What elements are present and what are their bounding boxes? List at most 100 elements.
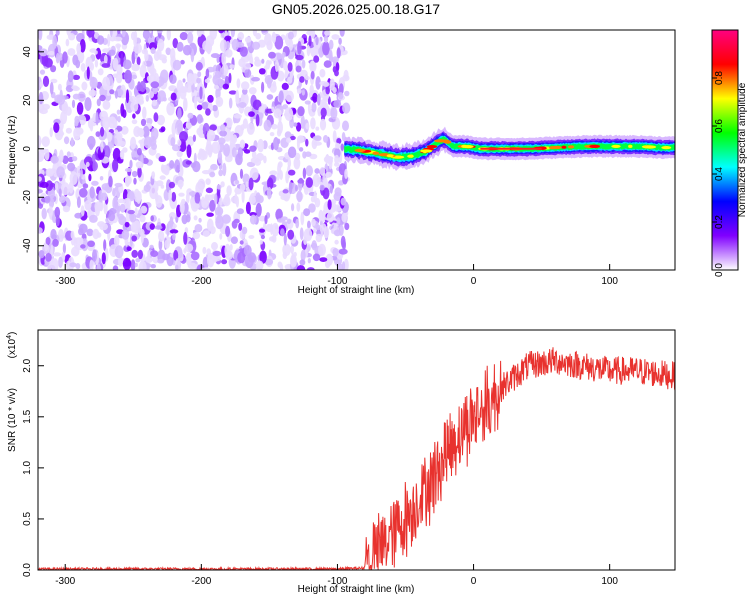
heatmap-speck	[122, 109, 127, 119]
signal-hotspot	[548, 146, 557, 150]
heatmap-speck	[56, 166, 65, 179]
heatmap-speck	[94, 59, 99, 68]
heatmap-speck	[320, 107, 327, 118]
heatmap-speck	[136, 147, 142, 156]
heatmap-speck	[341, 213, 348, 223]
colorbar-tick-label: 0.0	[714, 263, 725, 277]
heatmap-speck	[222, 162, 227, 177]
heatmap-speck	[300, 211, 305, 226]
heatmap-speck	[67, 70, 74, 83]
heatmap-speck	[284, 131, 292, 139]
heatmap-speck	[131, 249, 138, 258]
heatmap-speck	[159, 175, 166, 180]
heatmap-speck	[201, 196, 205, 208]
heatmap-speck	[248, 195, 257, 205]
heatmap-speck	[49, 82, 54, 95]
heatmap-speck	[211, 141, 221, 154]
heatmap-speck	[221, 259, 228, 265]
heatmap-speck	[228, 72, 232, 84]
heatmap-speck	[115, 43, 122, 48]
heatmap-speck	[296, 190, 303, 203]
heatmap-speck	[169, 229, 179, 234]
heatmap-speck	[193, 215, 198, 221]
heatmap-speck	[38, 44, 43, 51]
heatmap-speck	[98, 190, 103, 204]
heatmap-speck	[39, 181, 49, 188]
heatmap-speck	[276, 70, 285, 82]
heatmap-speck	[241, 81, 250, 90]
heatmap-speck	[293, 156, 301, 170]
heatmap-speck	[336, 217, 341, 225]
heatmap-speck	[279, 263, 284, 270]
heatmap-speck	[325, 253, 334, 266]
heatmap-speck	[140, 205, 148, 214]
heatmap-speck	[252, 41, 261, 50]
heatmap-speck	[332, 130, 337, 143]
heatmap-speck	[201, 101, 209, 110]
y-tick-label: -40	[22, 238, 33, 253]
signal-hotspot	[386, 154, 394, 158]
heatmap-speck	[108, 49, 116, 56]
heatmap-speck	[47, 188, 56, 199]
heatmap-speck	[285, 90, 294, 103]
heatmap-speck	[140, 231, 144, 244]
heatmap-speck	[219, 39, 228, 52]
heatmap-speck	[267, 186, 272, 200]
heatmap-speck	[322, 81, 330, 87]
colorbar-frame	[711, 29, 739, 271]
heatmap-speck	[259, 250, 267, 264]
heatmap-speck	[288, 39, 294, 51]
heatmap-speck	[142, 106, 147, 120]
heatmap-speck	[178, 192, 185, 197]
heatmap-speck	[197, 71, 202, 78]
heatmap-speck	[281, 82, 289, 90]
heatmap-speck	[99, 176, 104, 181]
bottom-y-axis-label: SNR (10 * v/v)	[7, 388, 18, 452]
heatmap-speck	[52, 238, 59, 247]
signal-hotspot	[409, 154, 414, 158]
heatmap-speck	[101, 63, 111, 68]
heatmap-speck	[87, 135, 96, 149]
heatmap-speck	[70, 230, 75, 239]
heatmap-speck	[286, 137, 292, 143]
heatmap-speck	[312, 135, 322, 141]
heatmap-speck	[233, 218, 240, 224]
heatmap-speck	[248, 235, 255, 239]
heatmap-speck	[297, 135, 305, 144]
heatmap-speck	[162, 96, 167, 102]
heatmap-speck	[130, 100, 139, 112]
heatmap-speck	[60, 182, 70, 196]
heatmap-speck	[177, 139, 182, 147]
heatmap-speck	[117, 115, 121, 123]
heatmap-speck	[301, 89, 305, 96]
heatmap-speck	[274, 35, 284, 50]
heatmap-speck	[49, 168, 54, 175]
heatmap-speck	[122, 257, 132, 270]
signal-hotspot	[561, 145, 567, 149]
heatmap-speck	[292, 107, 296, 114]
heatmap-speck	[310, 30, 316, 39]
heatmap-speck	[177, 107, 182, 120]
heatmap-speck	[39, 108, 48, 115]
heatmap-speck	[187, 73, 195, 86]
heatmap-speck	[311, 240, 317, 251]
heatmap-speck	[100, 192, 108, 201]
heatmap-speck	[139, 215, 146, 223]
heatmap-speck	[245, 181, 249, 188]
heatmap-speck	[343, 258, 349, 270]
heatmap-speck	[44, 148, 50, 161]
heatmap-speck	[343, 69, 349, 80]
heatmap-speck	[326, 211, 334, 223]
x-tick-label: 100	[601, 576, 618, 587]
heatmap-speck	[218, 169, 224, 177]
heatmap-speck	[135, 258, 141, 263]
heatmap-speck	[196, 114, 203, 124]
heatmap-speck	[151, 142, 157, 150]
heatmap-speck	[212, 250, 222, 257]
heatmap-speck	[287, 146, 297, 159]
heatmap-speck	[302, 167, 307, 179]
heatmap-speck	[120, 125, 129, 135]
heatmap-speck	[185, 160, 192, 165]
heatmap-speck	[243, 149, 251, 154]
heatmap-speck	[310, 196, 315, 203]
